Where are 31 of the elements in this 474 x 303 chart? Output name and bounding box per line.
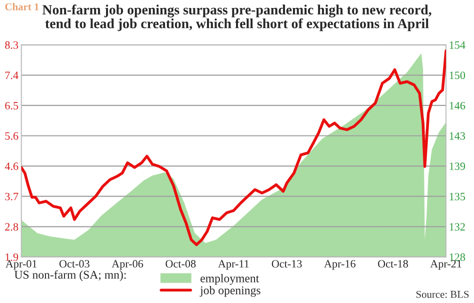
- x-tick-label: Oct-08: [166, 260, 196, 268]
- legend-label: employment: [200, 274, 260, 285]
- y2-tick-label: 143: [450, 132, 466, 140]
- caption: Chart 1: [5, 3, 39, 10]
- chart-title: Non-farm job openings surpass pre-pandemic high to new record, tend to lead job creation, which fell short of expectations in April: [42, 4, 432, 32]
- x-tick-label: Oct-03: [59, 260, 90, 268]
- x-tick-label: Apr-11: [218, 260, 249, 270]
- y2-tick-label: 146: [450, 102, 466, 110]
- y-tick-label: 6.5: [5, 102, 18, 110]
- y-tick-label: 8.3: [5, 41, 18, 49]
- y2-tick-label: 132: [450, 223, 465, 231]
- y-tick-label: 7.4: [5, 72, 18, 80]
- x-tick-label: Apr-06: [112, 260, 144, 270]
- source-note: Source: BLS: [416, 290, 469, 298]
- y2-tick-label: 128: [450, 253, 466, 261]
- y2-tick-label: 150: [450, 72, 466, 80]
- y-tick-label: 4.6: [4, 162, 18, 170]
- x-tick-label: Oct-13: [272, 260, 302, 268]
- y2-tick-label: 135: [450, 192, 466, 200]
- y-tick-label: 3.7: [5, 192, 18, 200]
- y2-tick-label: 139: [450, 162, 466, 170]
- y-tick-label: 2.8: [5, 223, 18, 231]
- x-tick-label: Apr-01: [6, 260, 37, 270]
- legend-label: job openings: [200, 286, 260, 297]
- x-tick-label: Oct-18: [378, 260, 408, 268]
- y-tick-label: 1.9: [6, 253, 18, 261]
- y2-tick-label: 154: [450, 41, 466, 49]
- y-tick-label: 5.6: [5, 132, 18, 140]
- x-tick-label: Apr-16: [324, 260, 356, 270]
- legend-title: US non-farm (SA; mn):: [14, 270, 126, 282]
- x-tick-label: Apr-21: [430, 260, 462, 270]
